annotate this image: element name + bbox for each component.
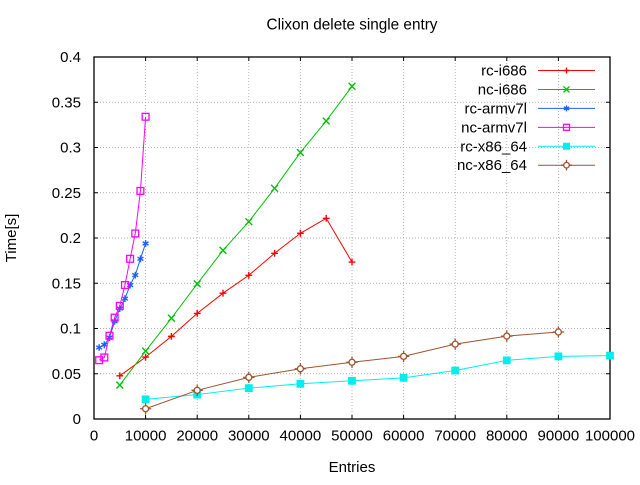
svg-text:10000: 10000 — [125, 428, 167, 445]
svg-text:Entries: Entries — [329, 459, 376, 476]
svg-text:0.1: 0.1 — [60, 321, 81, 338]
svg-text:nc-x86_64: nc-x86_64 — [457, 157, 527, 174]
svg-text:40000: 40000 — [280, 428, 322, 445]
svg-text:90000: 90000 — [538, 428, 580, 445]
svg-text:0.2: 0.2 — [60, 230, 81, 247]
svg-text:0.35: 0.35 — [52, 94, 81, 111]
svg-text:0.25: 0.25 — [52, 185, 81, 202]
svg-text:100000: 100000 — [585, 428, 635, 445]
svg-text:0.3: 0.3 — [60, 140, 81, 157]
svg-text:rc-armv7l: rc-armv7l — [465, 100, 528, 117]
svg-text:rc-i686: rc-i686 — [481, 63, 527, 80]
svg-text:rc-x86_64: rc-x86_64 — [460, 138, 527, 155]
svg-text:0.15: 0.15 — [52, 275, 81, 292]
svg-text:30000: 30000 — [228, 428, 270, 445]
svg-text:nc-i686: nc-i686 — [478, 81, 527, 98]
svg-text:0.05: 0.05 — [52, 366, 81, 383]
svg-text:nc-armv7l: nc-armv7l — [461, 119, 527, 136]
svg-text:0: 0 — [73, 411, 81, 428]
svg-text:20000: 20000 — [176, 428, 218, 445]
svg-text:0: 0 — [90, 428, 98, 445]
svg-text:70000: 70000 — [434, 428, 476, 445]
svg-text:0.4: 0.4 — [60, 49, 81, 66]
svg-text:60000: 60000 — [383, 428, 425, 445]
svg-text:50000: 50000 — [331, 428, 373, 445]
svg-text:Clixon delete single entry: Clixon delete single entry — [267, 17, 438, 34]
svg-text:Time[s]: Time[s] — [3, 214, 20, 263]
svg-text:80000: 80000 — [486, 428, 528, 445]
